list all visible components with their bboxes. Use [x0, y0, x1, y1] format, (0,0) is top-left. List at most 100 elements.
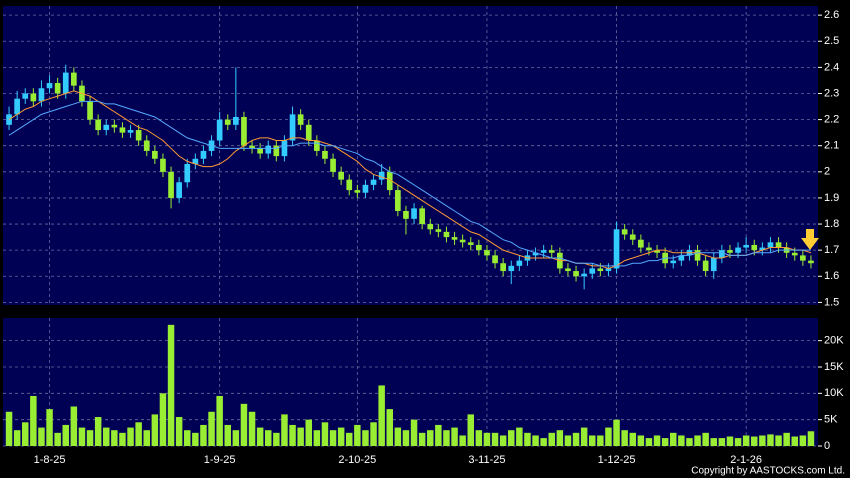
x-tick-label: 1-9-25 — [204, 454, 236, 466]
candle-body — [597, 268, 604, 272]
volume-bar — [540, 438, 547, 446]
volume-bar — [605, 427, 612, 446]
candle-body — [589, 268, 596, 274]
candle-body — [654, 250, 660, 253]
volume-bar — [678, 435, 685, 446]
volume-bar — [726, 436, 734, 446]
candle-body — [678, 255, 685, 261]
volume-bar — [670, 432, 677, 446]
volume-bar — [694, 435, 701, 446]
volume-bar — [783, 432, 790, 446]
volume-bar — [192, 432, 199, 446]
volume-bar — [613, 419, 620, 446]
y-tick-label: 2 — [824, 166, 830, 178]
y-tick-label: 1.6 — [824, 270, 839, 282]
candle-body — [459, 239, 466, 243]
volume-bar — [734, 438, 742, 446]
candle-body — [370, 179, 377, 185]
candle-body — [395, 190, 401, 211]
candle-body — [548, 250, 555, 253]
candle-body — [508, 265, 515, 272]
volume-bar — [475, 430, 483, 446]
candle-body — [192, 158, 199, 164]
volume-bar — [200, 424, 207, 446]
volume-bar — [451, 427, 458, 446]
candle-body — [143, 140, 150, 151]
volume-bar — [54, 432, 61, 446]
volume-bar — [572, 432, 580, 446]
volume-bar — [86, 430, 94, 446]
y-tick-label: 20K — [824, 335, 844, 347]
candle-body — [646, 247, 652, 251]
candle-body — [346, 179, 353, 191]
volume-bar — [5, 411, 13, 446]
candle-body — [613, 229, 620, 269]
volume-bar — [402, 430, 410, 446]
candle-body — [200, 150, 207, 159]
volume-bar — [491, 432, 499, 446]
candle-body — [702, 260, 709, 272]
volume-bar — [143, 430, 150, 446]
volume-bar — [427, 430, 434, 446]
volume-bar — [46, 409, 53, 446]
candle-body — [800, 255, 806, 261]
candle-body — [532, 252, 539, 256]
volume-bar — [597, 435, 604, 446]
candle-body — [314, 140, 320, 151]
candle-body — [111, 124, 118, 128]
candle-body — [160, 158, 166, 172]
volume-bar — [127, 427, 134, 446]
volume-bar — [435, 424, 442, 446]
moving-average — [8, 100, 811, 267]
y-tick-label: 1.5 — [824, 296, 839, 308]
volume-bar — [321, 422, 329, 446]
candle-body — [71, 72, 77, 86]
volume-bar — [119, 432, 126, 446]
x-tick-label: 2-1-26 — [730, 454, 762, 466]
volume-bar — [78, 427, 86, 446]
volume-bar — [216, 395, 223, 446]
candle-body — [354, 190, 361, 193]
volume-bar — [38, 427, 45, 446]
candle-body — [516, 260, 523, 266]
volume-bar — [289, 424, 296, 446]
volume-bar — [742, 435, 750, 446]
candle-body — [751, 244, 758, 251]
candle-body — [257, 148, 263, 154]
candle-body — [808, 260, 814, 264]
y-tick-label: 2.5 — [824, 35, 839, 47]
volume-bar — [184, 430, 191, 446]
volume-bar — [653, 435, 661, 446]
candle-body — [305, 124, 312, 141]
y-tick-label: 1.8 — [824, 218, 839, 230]
candle-body — [233, 116, 239, 125]
candle-body — [775, 242, 782, 248]
candle-body — [168, 171, 174, 198]
volume-bar — [313, 430, 321, 446]
candle-body — [719, 250, 725, 258]
candle-body — [386, 171, 393, 191]
y-tick-label: 5K — [824, 414, 838, 426]
volume-bar — [564, 435, 572, 446]
y-tick-label: 2.2 — [824, 114, 839, 126]
volume-bar — [686, 438, 693, 446]
candle-body — [249, 145, 255, 149]
volume-bar — [273, 432, 280, 446]
candle-body — [281, 140, 288, 157]
candle-body — [119, 127, 126, 133]
candle-body — [743, 244, 749, 248]
candle-body — [87, 101, 93, 120]
candle-body — [500, 263, 506, 272]
y-tick-label: 2.6 — [824, 9, 839, 21]
volume-bar — [589, 435, 596, 446]
volume-bar — [791, 436, 798, 446]
volume-bar — [224, 424, 231, 446]
candle-body — [443, 231, 450, 238]
candle-body — [727, 250, 733, 253]
candle-body — [127, 130, 134, 133]
candle-body — [152, 150, 158, 159]
candle-body — [791, 252, 798, 256]
volume-bar — [516, 427, 523, 446]
y-tick-label: 10K — [824, 387, 844, 399]
candle-body — [14, 98, 20, 115]
